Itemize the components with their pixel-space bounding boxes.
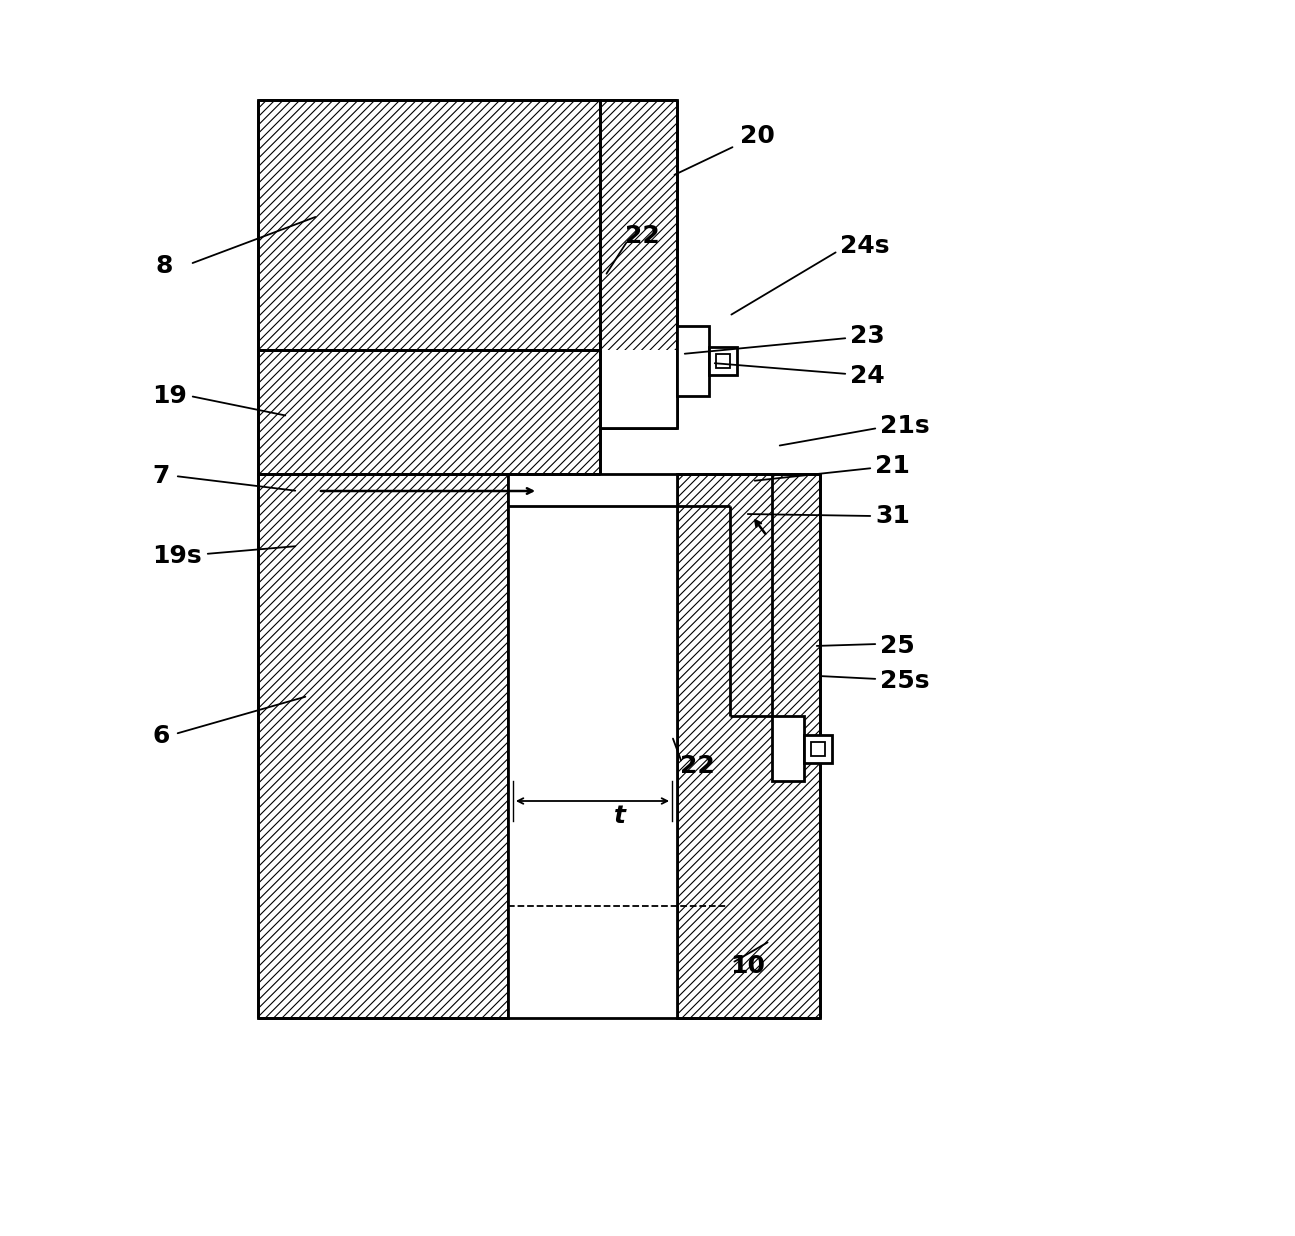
Bar: [716, 353, 730, 368]
Text: 25s: 25s: [881, 669, 930, 693]
Text: 10: 10: [730, 954, 765, 978]
Text: 25: 25: [881, 634, 914, 658]
Text: 22: 22: [625, 224, 659, 248]
Text: 8: 8: [155, 255, 172, 278]
Text: 24: 24: [850, 363, 884, 388]
Text: 6: 6: [152, 724, 170, 748]
Text: 22: 22: [680, 754, 715, 777]
Bar: [677, 326, 708, 396]
Bar: [772, 716, 804, 781]
Text: 20: 20: [739, 124, 774, 148]
Bar: [804, 734, 831, 763]
Text: 21s: 21s: [881, 414, 930, 438]
Text: t: t: [614, 803, 625, 828]
Polygon shape: [258, 350, 600, 473]
Polygon shape: [258, 100, 600, 350]
Text: 23: 23: [850, 324, 884, 349]
Polygon shape: [677, 473, 820, 1018]
Text: 24s: 24s: [840, 234, 890, 258]
Bar: [811, 742, 825, 755]
Bar: [708, 347, 737, 375]
Text: 19: 19: [152, 384, 186, 408]
Bar: [508, 473, 677, 1018]
Text: 7: 7: [152, 464, 170, 488]
Polygon shape: [600, 100, 677, 428]
Bar: [600, 350, 677, 428]
Text: 31: 31: [875, 504, 910, 528]
Text: 21: 21: [875, 454, 910, 478]
Text: 19s: 19s: [152, 544, 202, 569]
Polygon shape: [258, 473, 508, 1018]
